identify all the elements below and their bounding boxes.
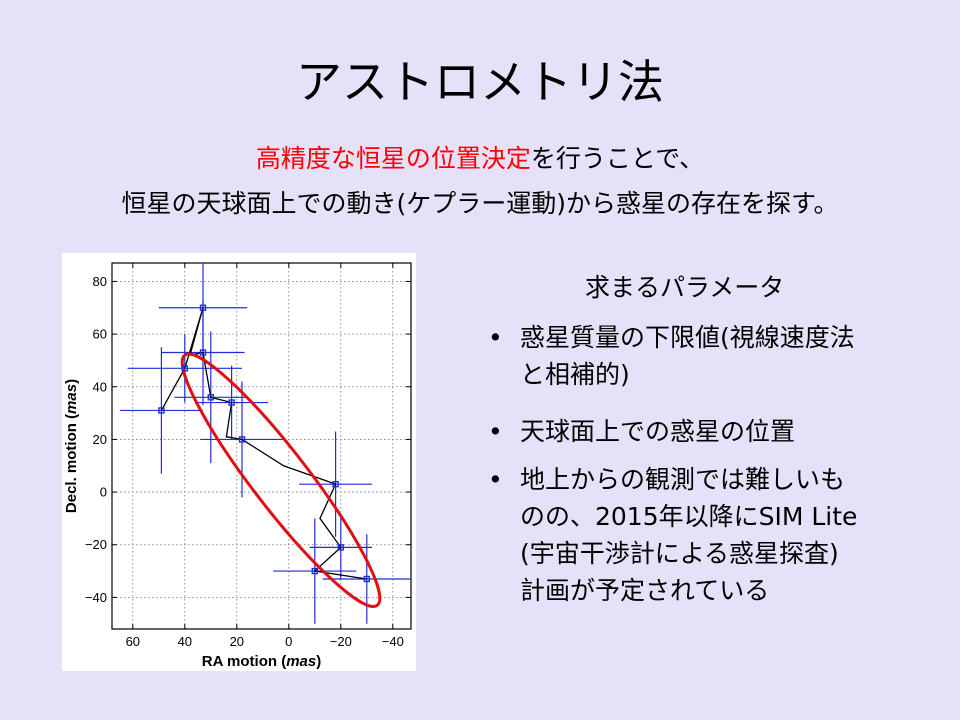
- astrometry-chart: 60 40 20 0 −20 −40 80 60 40 20 0 −20 −40 RA motion (m…: [63, 262, 412, 670]
- bullet-line: 惑星質量の下限値(視線速度法: [520, 323, 855, 352]
- bullet-line: (宇宙干渉計による惑星探査): [520, 539, 839, 568]
- subtitle-line-1-rest: を行うことで、: [530, 144, 705, 173]
- data-point: [181, 365, 189, 372]
- data-point: [207, 394, 215, 401]
- x-axis-label: RA motion (mas): [202, 653, 321, 670]
- bullet-line: 地上からの観測では難しいも: [520, 465, 846, 494]
- data-point: [311, 567, 319, 575]
- parameters-heading: 求まるパラメータ: [585, 273, 785, 302]
- y-axis-label: Decl. motion (mas): [63, 379, 80, 513]
- bullet-text: 惑星質量の下限値(視線速度法 と相補的): [520, 319, 930, 393]
- x-tick-label: 20: [230, 634, 244, 649]
- x-tick-label: 60: [126, 634, 140, 649]
- data-point: [199, 349, 207, 356]
- data-point: [228, 399, 235, 406]
- bullet-text: 地上からの観測では難しいも のの、2015年以降にSIM Lite (宇宙干渉計…: [520, 461, 930, 609]
- bullet-dot: •: [488, 417, 503, 446]
- y-tick-label: −40: [85, 590, 107, 605]
- data-point: [158, 407, 165, 414]
- slide-title: アストロメトリ法: [296, 55, 664, 109]
- x-tick-label: 0: [285, 634, 292, 649]
- bullet-text: 天球面上での惑星の位置: [520, 413, 930, 450]
- bullet-dot: •: [488, 323, 503, 352]
- y-tick-label: 60: [93, 327, 107, 342]
- y-tick-label: 20: [93, 432, 107, 447]
- y-tick-label: 80: [93, 274, 107, 289]
- y-tick-label: 40: [93, 379, 107, 394]
- bullet-line: と相補的): [520, 360, 630, 389]
- bullet-line: 天球面上での惑星の位置: [520, 417, 796, 446]
- data-point: [332, 480, 339, 488]
- x-tick-label: 40: [178, 634, 192, 649]
- bullet-dot: •: [488, 465, 503, 494]
- x-tick-label: −20: [330, 634, 352, 649]
- subtitle-line-2: 恒星の天球面上での動き(ケプラー運動)から惑星の存在を探す。: [121, 189, 839, 218]
- plot-frame: [111, 262, 412, 630]
- data-point: [238, 436, 246, 443]
- data-point: [363, 575, 370, 583]
- subtitle-highlight: 高精度な恒星の位置決定: [255, 144, 531, 173]
- astrometry-chart-panel: 60 40 20 0 −20 −40 80 60 40 20 0 −20 −40 RA motion (m…: [62, 253, 416, 671]
- bullet-line: のの、2015年以降にSIM Lite: [520, 502, 858, 531]
- x-tick-label: −40: [382, 634, 404, 649]
- data-point: [199, 304, 207, 311]
- y-tick-label: −20: [85, 537, 107, 552]
- subtitle-line-1: 高精度な恒星の位置決定を行うことで、: [0, 142, 960, 176]
- data-point: [337, 544, 344, 551]
- fitted-orbit-ellipse: [180, 352, 382, 608]
- bullet-line: 計画が予定されている: [520, 576, 770, 605]
- y-tick-label: 0: [100, 485, 107, 500]
- model-orbit-line: [160, 307, 367, 580]
